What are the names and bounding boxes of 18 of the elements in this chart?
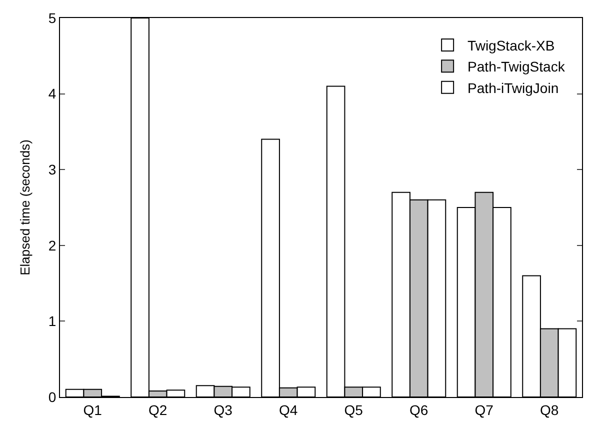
y-tick-label: 3 bbox=[48, 162, 56, 178]
x-tick-label: Q6 bbox=[410, 402, 428, 418]
x-tick-label: Q1 bbox=[83, 402, 102, 418]
x-tick-label: Q3 bbox=[214, 402, 233, 418]
y-tick-label: 0 bbox=[48, 388, 56, 405]
y-tick-label: 1 bbox=[48, 313, 56, 330]
legend-label: TwigStack-XB bbox=[468, 37, 555, 54]
x-tick-label: Q2 bbox=[148, 402, 168, 418]
legend-label: Path-TwigStack bbox=[468, 58, 566, 75]
y-tick-label: 5 bbox=[48, 10, 56, 26]
y-tick-label: 2 bbox=[48, 237, 56, 254]
y-axis-title: Elapsed time (seconds) bbox=[17, 140, 32, 276]
x-tick-label: Q7 bbox=[474, 402, 494, 418]
x-tick-label: Q4 bbox=[279, 402, 298, 418]
x-tick-label: Q5 bbox=[344, 402, 364, 418]
y-tick-label: 4 bbox=[48, 86, 56, 102]
legend-label: Path-iTwigJoin bbox=[468, 80, 559, 96]
x-tick-label: Q8 bbox=[540, 402, 559, 418]
